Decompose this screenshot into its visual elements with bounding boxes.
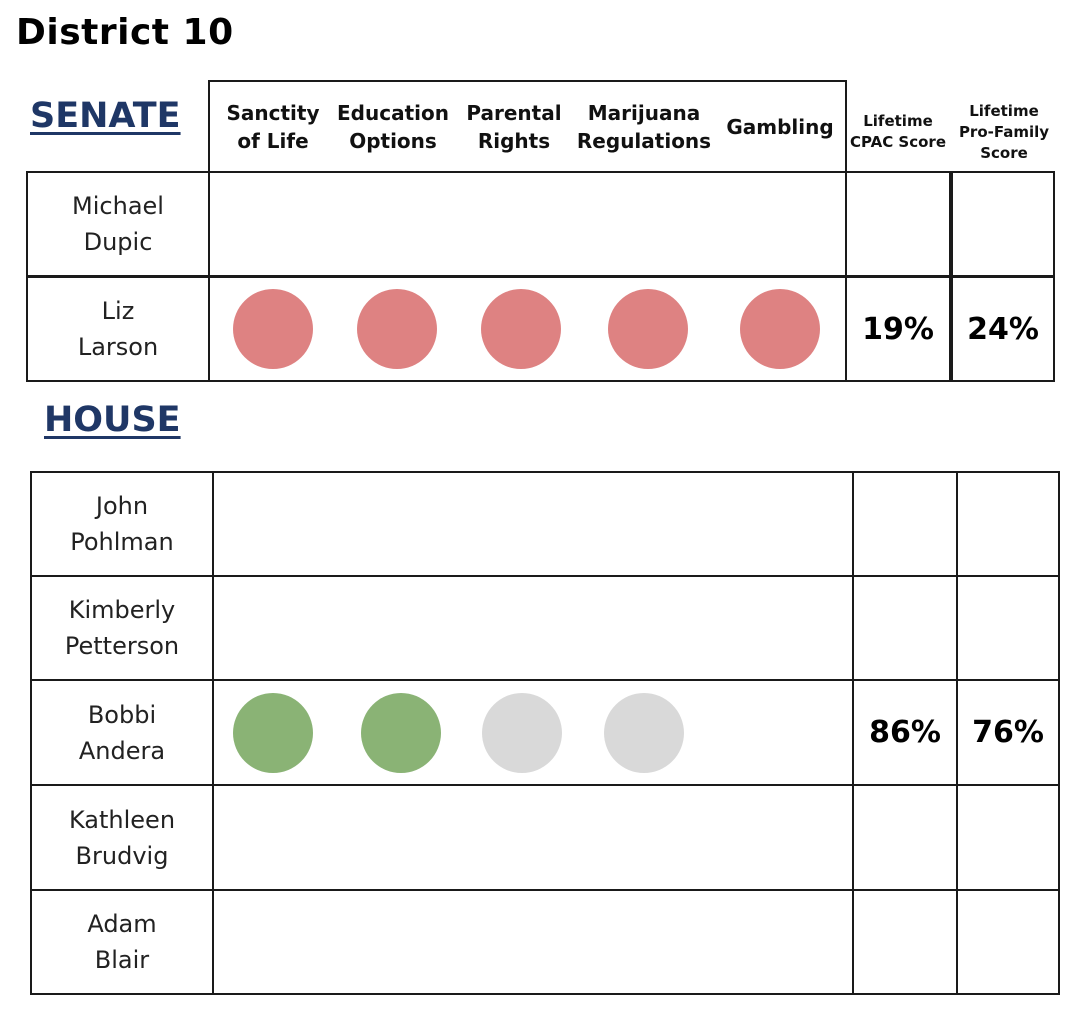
rating-dot-opposed — [233, 289, 313, 369]
candidate-name: Liz Larson — [26, 276, 210, 382]
cpac-score-cell: 19% — [845, 276, 951, 382]
rating-dot-unknown — [604, 693, 684, 773]
cpac-score-cell — [852, 471, 958, 577]
issue-header-parental-rights: Parental Rights — [466, 100, 562, 153]
candidate-name: Kimberly Petterson — [30, 575, 214, 681]
cpac-score-cell — [852, 784, 958, 891]
senate-heading: SENATE — [30, 96, 181, 136]
issue-ratings-cell — [208, 171, 847, 277]
rating-dot-support — [361, 693, 441, 773]
issue-ratings-cell — [212, 889, 854, 995]
pro-family-score-cell — [956, 575, 1060, 681]
issue-header-education-options: Education Options — [337, 100, 449, 153]
issue-header-gambling: Gambling — [726, 114, 834, 139]
cpac-score-cell — [845, 171, 951, 277]
pro-family-score-cell — [956, 889, 1060, 995]
cpac-score-cell: 86% — [852, 679, 958, 786]
candidate-name: John Pohlman — [30, 471, 214, 577]
candidate-name: Adam Blair — [30, 889, 214, 995]
rating-dot-opposed — [481, 289, 561, 369]
pro-family-score-cell: 76% — [956, 679, 1060, 786]
cpac-score-cell — [852, 889, 958, 995]
pro-family-score-cell: 24% — [951, 276, 1055, 382]
page-title: District 10 — [16, 12, 234, 53]
score-header-pro-family: Lifetime Pro-Family Score — [958, 101, 1050, 162]
pro-family-score-cell — [956, 784, 1060, 891]
issues-header-box — [208, 80, 847, 173]
rating-dot-support — [233, 693, 313, 773]
issue-header-sanctity-of-life: Sanctity of Life — [226, 100, 320, 153]
pro-family-score-cell — [951, 171, 1055, 277]
rating-dot-opposed — [608, 289, 688, 369]
cpac-score-cell — [852, 575, 958, 681]
rating-dot-opposed — [357, 289, 437, 369]
issue-header-marijuana-regulations: Marijuana Regulations — [576, 100, 712, 153]
candidate-name: Kathleen Brudvig — [30, 784, 214, 891]
issue-ratings-cell — [212, 471, 854, 577]
candidate-name: Michael Dupic — [26, 171, 210, 277]
house-heading: HOUSE — [44, 400, 181, 440]
issue-ratings-cell — [212, 575, 854, 681]
issue-ratings-cell — [212, 784, 854, 891]
rating-dot-unknown — [482, 693, 562, 773]
pro-family-score-cell — [956, 471, 1060, 577]
score-header-cpac: Lifetime CPAC Score — [849, 112, 947, 151]
rating-dot-opposed — [740, 289, 820, 369]
candidate-name: Bobbi Andera — [30, 679, 214, 786]
